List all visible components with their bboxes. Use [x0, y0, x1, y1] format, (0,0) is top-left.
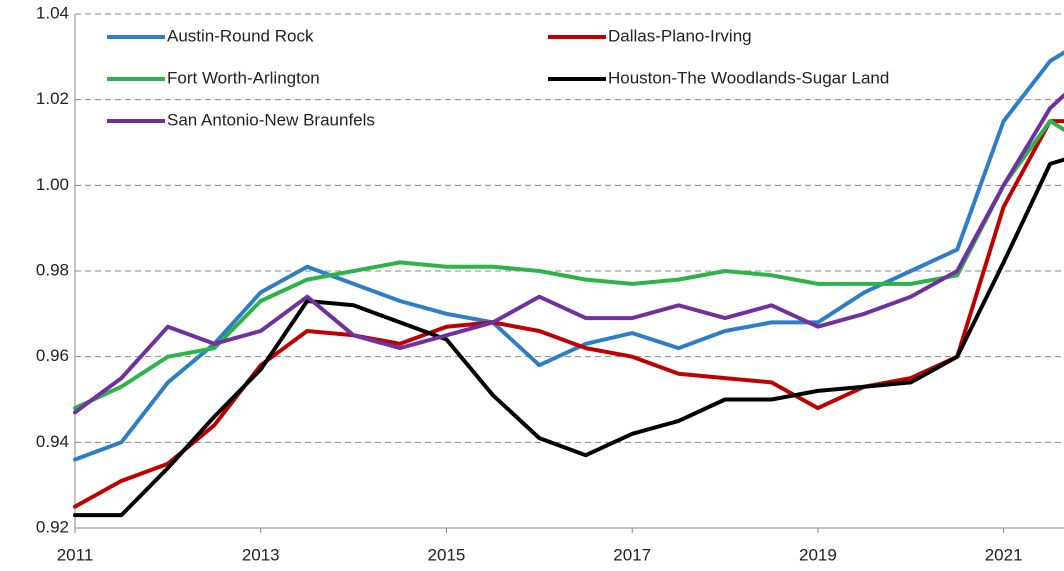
series-line: [73, 119, 1064, 411]
x-tick-label: 2015: [428, 545, 466, 564]
legend-label: Dallas-Plano-Irving: [608, 26, 752, 45]
y-tick-label: 0.98: [36, 260, 69, 279]
y-tick-label: 0.92: [36, 517, 69, 536]
legend-label: San Antonio-New Braunfels: [167, 110, 375, 129]
y-tick-label: 1.04: [36, 3, 69, 22]
series-line: [73, 50, 1064, 462]
x-tick-label: 2013: [242, 545, 280, 564]
legend-label: Fort Worth-Arlington: [167, 68, 320, 87]
y-tick-label: 0.96: [36, 346, 69, 365]
series-line: [73, 157, 1064, 518]
y-tick-label: 1.00: [36, 175, 69, 194]
y-tick-label: 1.02: [36, 89, 69, 108]
x-tick-label: 2017: [613, 545, 651, 564]
x-tick-label: 2019: [799, 545, 837, 564]
y-tick-label: 0.94: [36, 432, 69, 451]
x-tick-label: 2021: [985, 545, 1023, 564]
legend-label: Houston-The Woodlands-Sugar Land: [608, 68, 889, 87]
series-line: [73, 93, 1064, 415]
legend-label: Austin-Round Rock: [167, 26, 314, 45]
x-tick-label: 2011: [57, 545, 94, 564]
